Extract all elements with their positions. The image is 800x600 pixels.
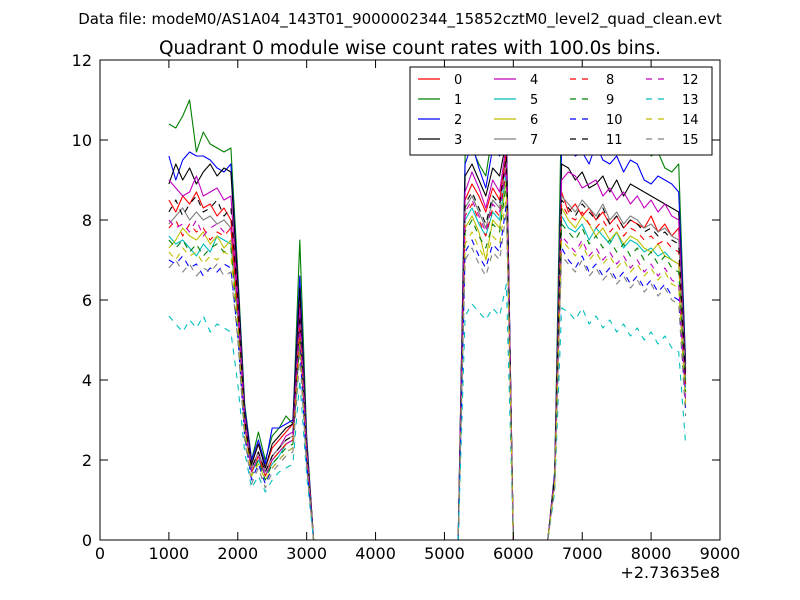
series-line-12 [168, 163, 687, 540]
x-offset-label: +2.73635e8 [620, 563, 720, 582]
legend-label-9: 9 [606, 93, 614, 108]
y-tick-label: 0 [82, 531, 92, 550]
x-tick-label: 1000 [149, 544, 190, 563]
x-tick-label: 9000 [700, 544, 741, 563]
series-line-8 [168, 167, 687, 540]
y-tick-label: 10 [72, 131, 92, 150]
legend-label-12: 12 [682, 73, 699, 88]
x-tick-label: 6000 [493, 544, 534, 563]
y-tick-label: 4 [82, 371, 92, 390]
y-tick-label: 8 [82, 211, 92, 230]
series-line-14 [168, 195, 687, 540]
legend-box [409, 66, 713, 156]
x-tick-label: 0 [95, 544, 105, 563]
series-line-2 [168, 131, 687, 540]
series-line-6 [168, 179, 687, 540]
series-line-1 [168, 99, 687, 540]
legend-label-14: 14 [682, 113, 699, 128]
series-line-11 [168, 155, 687, 540]
x-tick-label: 3000 [286, 544, 327, 563]
x-tick-label: 5000 [424, 544, 465, 563]
legend-label-11: 11 [606, 133, 623, 148]
axes: 0 1000 2000 3000 4000 5000 6000 7000 8000 9000 0 2 4… [72, 51, 741, 563]
y-tick-label: 12 [72, 51, 92, 70]
series-line-0 [168, 151, 687, 540]
chart-suptitle: Data file: modeM0/AS1A04_143T01_90000023… [78, 10, 722, 29]
series-group [168, 99, 687, 540]
plot-area [168, 99, 687, 540]
series-line-13 [168, 283, 687, 540]
series-line-3 [168, 139, 687, 540]
y-tick-label: 2 [82, 451, 92, 470]
legend-label-6: 6 [530, 113, 538, 128]
legend-label-15: 15 [682, 133, 699, 148]
x-tick-label: 2000 [217, 544, 258, 563]
legend-label-0: 0 [454, 73, 462, 88]
chart-title: Quadrant 0 module wise count rates with … [159, 38, 661, 59]
legend-label-10: 10 [606, 113, 623, 128]
legend-label-4: 4 [530, 73, 538, 88]
x-tick-label: 7000 [562, 544, 603, 563]
y-tick-label: 6 [82, 291, 92, 310]
series-line-5 [168, 171, 687, 540]
x-tick-label: 8000 [631, 544, 672, 563]
legend-label-1: 1 [454, 93, 462, 108]
legend-label-7: 7 [530, 133, 538, 148]
legend-label-5: 5 [530, 93, 538, 108]
series-line-15 [168, 211, 687, 540]
legend-label-2: 2 [454, 113, 462, 128]
series-line-4 [168, 143, 687, 540]
legend-label-13: 13 [682, 93, 699, 108]
series-line-7 [168, 159, 687, 540]
series-line-10 [168, 203, 687, 540]
x-tick-label: 4000 [355, 544, 396, 563]
legend-label-3: 3 [454, 133, 462, 148]
legend-label-8: 8 [606, 73, 614, 88]
